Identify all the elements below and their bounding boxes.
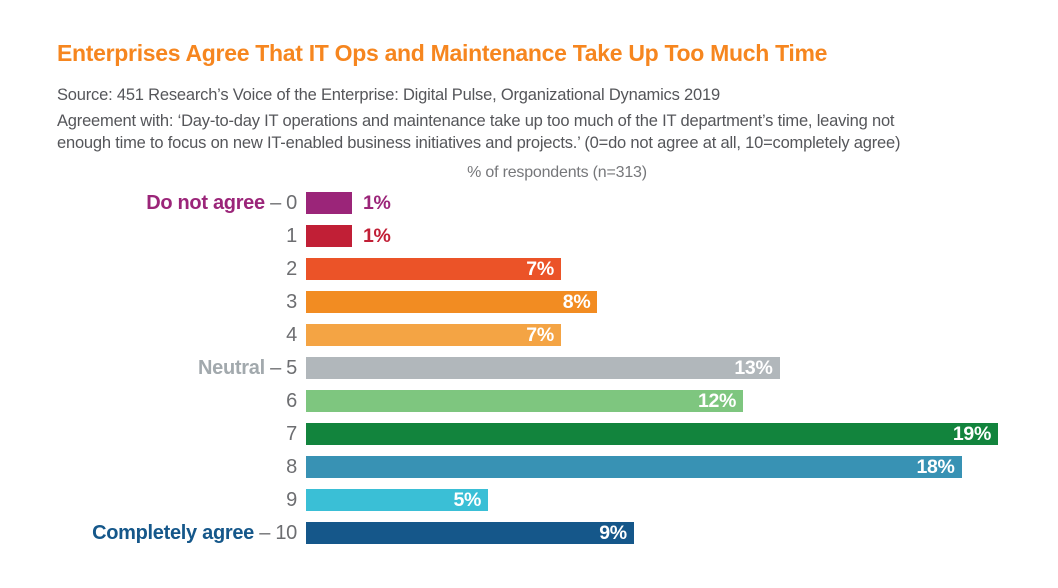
description-line-1: Agreement with: ‘Day-to-day IT operation…: [57, 112, 895, 130]
row-label: 9: [0, 489, 297, 512]
bar-track: 18%: [306, 456, 1006, 478]
row-label: 7: [0, 423, 297, 446]
row-anchor-label: Do not agree: [146, 191, 265, 214]
bar-track: 5%: [306, 489, 1006, 511]
chart-row: 9 5%: [0, 489, 1058, 511]
bar: 8%: [306, 290, 598, 313]
row-label: Do not agree – 0: [0, 192, 297, 215]
source-line: Source: 451 Research’s Voice of the Ente…: [57, 86, 720, 104]
row-label-separator: –: [264, 356, 287, 379]
bar-track: 12%: [306, 390, 1006, 412]
bar-chart: Do not agree – 0 1% 1 1% 2 7% 3 8% 4 7% Neutral – …: [0, 192, 1058, 555]
row-category-number: 9: [286, 488, 297, 511]
value-label: 18%: [916, 455, 955, 478]
value-label: 19%: [952, 422, 991, 445]
value-label: 5%: [453, 488, 482, 511]
row-label: Completely agree – 10: [0, 522, 297, 545]
bar-track: 8%: [306, 291, 1006, 313]
row-category-number: 6: [286, 389, 297, 412]
value-label: 1%: [363, 224, 391, 247]
bar: 19%: [306, 423, 998, 445]
row-label-separator: –: [254, 521, 276, 544]
description: Agreement with: ‘Day-to-day IT operation…: [57, 110, 1047, 154]
row-category-number: 10: [275, 521, 297, 544]
bar-track: 19%: [306, 423, 1006, 445]
chart-row: Completely agree – 10 9%: [0, 522, 1058, 544]
chart-row: 6 12%: [0, 390, 1058, 412]
row-label: 3: [0, 291, 297, 314]
chart-row: 8 18%: [0, 456, 1058, 478]
row-label: 4: [0, 324, 297, 347]
row-label: 6: [0, 390, 297, 413]
bar: 13%: [306, 357, 780, 379]
row-category-number: 1: [286, 224, 297, 247]
axis-title: % of respondents (n=313): [467, 164, 647, 181]
bar: [306, 225, 352, 247]
row-label: 8: [0, 456, 297, 479]
row-category-number: 8: [286, 455, 297, 478]
description-line-2: enough time to focus on new IT-enabled b…: [57, 134, 901, 152]
chart-row: 3 8%: [0, 291, 1058, 313]
value-label: 8%: [562, 290, 591, 313]
row-anchor-label: Completely agree: [92, 521, 254, 544]
row-label-separator: –: [264, 191, 287, 214]
row-label: 2: [0, 258, 297, 281]
row-category-number: 7: [286, 422, 297, 445]
chart-row: Neutral – 5 13%: [0, 357, 1058, 379]
bar: 5%: [306, 488, 489, 511]
bar-track: 7%: [306, 258, 1006, 280]
chart-row: 1 1%: [0, 225, 1058, 247]
value-label: 9%: [599, 521, 627, 544]
row-label: Neutral – 5: [0, 357, 297, 380]
bar: 7%: [306, 258, 561, 280]
row-category-number: 5: [286, 356, 297, 379]
value-label: 7%: [526, 257, 554, 280]
bar-track: 13%: [306, 357, 1006, 379]
value-label: 1%: [363, 191, 391, 214]
bar: [306, 192, 352, 214]
row-category-number: 4: [286, 323, 297, 346]
page-title: Enterprises Agree That IT Ops and Mainte…: [57, 40, 828, 66]
row-category-number: 3: [286, 290, 297, 313]
value-label: 12%: [697, 389, 737, 412]
value-label: 13%: [734, 356, 773, 379]
chart-row: 7 19%: [0, 423, 1058, 445]
row-category-number: 0: [286, 191, 297, 214]
chart-row: 2 7%: [0, 258, 1058, 280]
row-anchor-label: Neutral: [198, 356, 265, 379]
row-label: 1: [0, 225, 297, 248]
bar-track: 1%: [306, 225, 1006, 247]
bar-track: 1%: [306, 192, 1006, 214]
bar: 18%: [306, 456, 962, 478]
value-label: 7%: [526, 323, 554, 346]
bar: 12%: [306, 389, 744, 412]
chart-row: Do not agree – 0 1%: [0, 192, 1058, 214]
chart-row: 4 7%: [0, 324, 1058, 346]
bar-track: 9%: [306, 522, 1006, 544]
bar: 9%: [306, 522, 634, 544]
bar: 7%: [306, 324, 561, 346]
bar-track: 7%: [306, 324, 1006, 346]
row-category-number: 2: [286, 257, 297, 280]
